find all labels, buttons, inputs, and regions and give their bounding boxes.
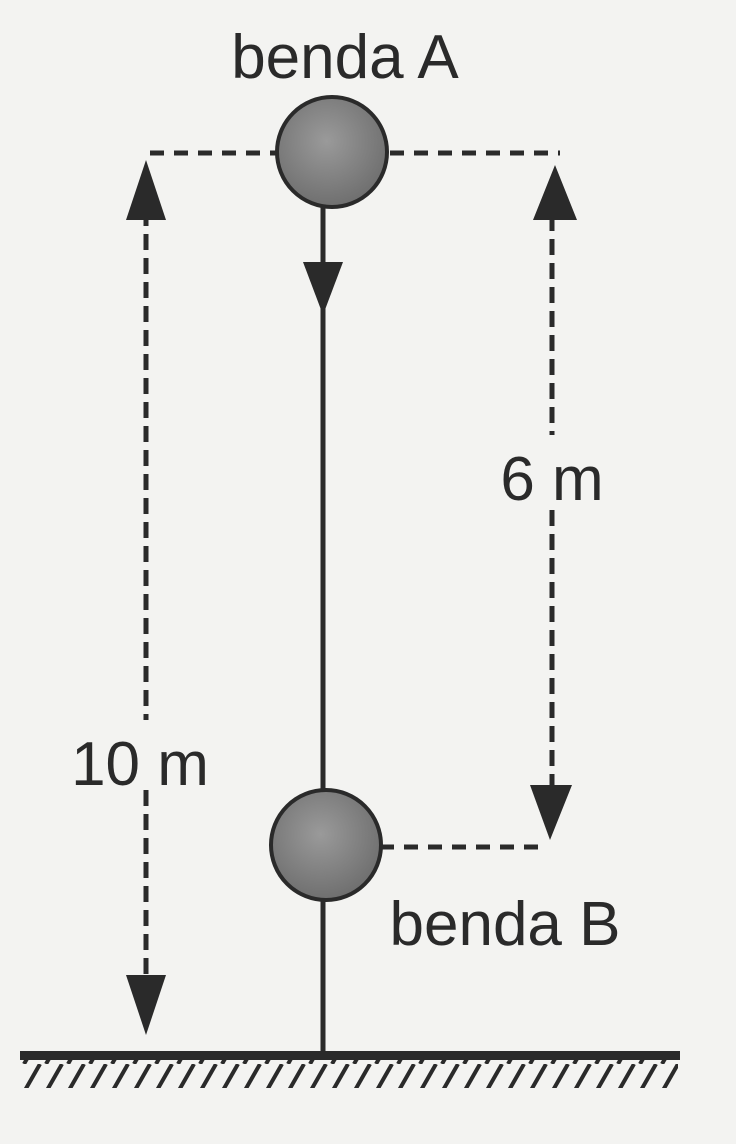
label-benda-a: benda A — [231, 23, 459, 92]
separation-dimension-arrow — [530, 165, 577, 840]
ball-b — [269, 788, 383, 902]
label-separation: 6 m — [500, 445, 603, 514]
label-benda-b: benda B — [390, 890, 621, 959]
down-arrow-icon — [303, 262, 343, 315]
height-dimension-arrow — [126, 160, 166, 1035]
ground — [20, 1051, 680, 1088]
ground-line — [20, 1051, 680, 1060]
label-height: 10 m — [71, 730, 209, 799]
up-arrowhead-icon — [533, 165, 577, 220]
up-arrowhead-icon — [126, 160, 166, 220]
down-arrowhead-icon — [126, 975, 166, 1035]
ball-a — [275, 95, 389, 209]
ground-hatching — [22, 1060, 678, 1088]
down-arrowhead-icon — [530, 785, 572, 840]
